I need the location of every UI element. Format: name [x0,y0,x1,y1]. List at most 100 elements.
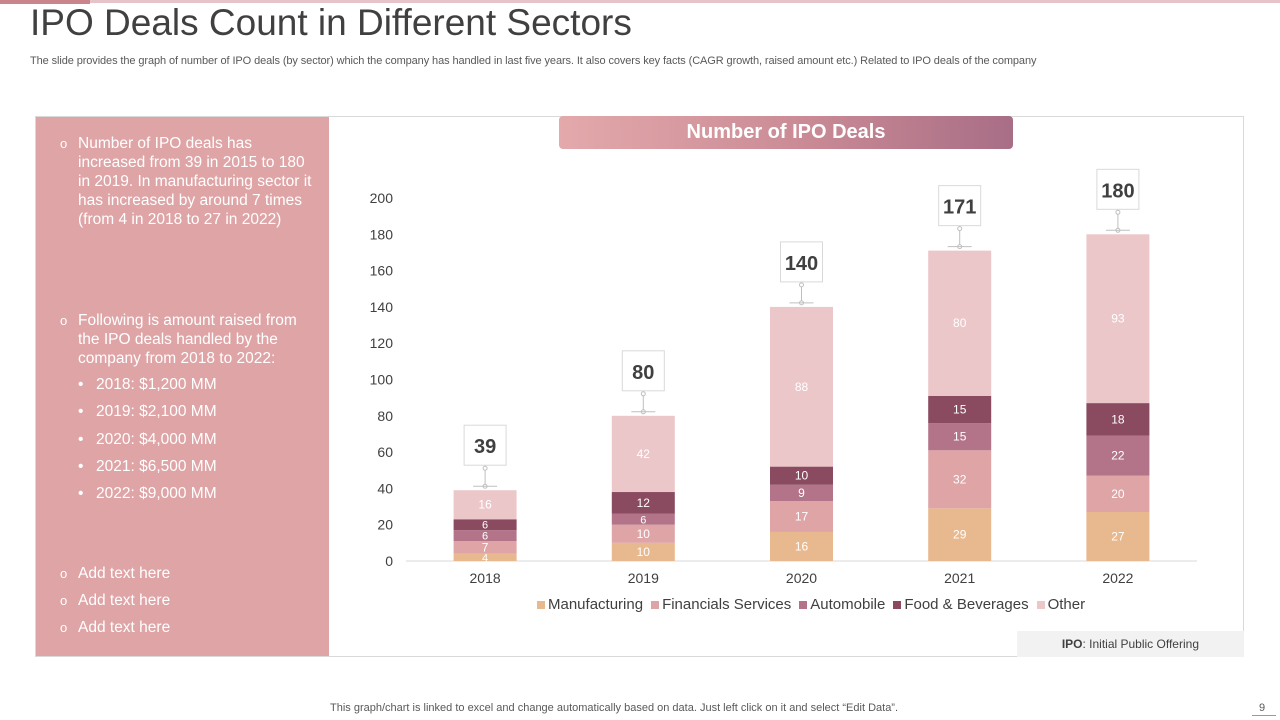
bar-segment [928,450,992,509]
legend-item: Financials Services [651,596,791,613]
data-label: 15 [953,430,967,444]
x-tick-label: 2021 [944,570,975,586]
data-label: 12 [637,496,651,510]
legend-item: Automobile [799,596,885,613]
bar-segment [770,306,833,467]
legend-swatch [537,600,545,609]
bar-segment [611,542,675,561]
bar-segment [453,519,517,531]
bar-segment [928,423,992,451]
circle-bullet-icon: o [60,136,68,151]
data-label: 27 [1111,529,1125,543]
dot-bullet-icon: • [78,376,84,393]
data-label: 9 [798,486,805,500]
data-label: 29 [953,528,967,542]
y-tick-label: 120 [370,335,394,351]
bar-segment [928,250,992,396]
bullet-deal-growth-text: Number of IPO deals has increased from 3… [78,135,312,228]
chart-legend: Manufacturing Financials Services Automobi… [537,596,1093,613]
data-label: 32 [953,472,967,486]
circle-bullet-icon: o [60,313,68,328]
bar-segment [611,415,675,493]
callout-leader-dot [640,391,646,397]
data-label: 80 [953,316,967,330]
total-label: 171 [943,197,976,219]
legend-label: Other [1047,596,1086,613]
circle-bullet-icon: o [60,566,68,581]
circle-bullet-icon: o [60,620,68,635]
legend-item: Other [1036,596,1086,613]
dot-bullet-icon: • [78,431,84,448]
legend-label: Manufacturing [548,596,644,613]
dot-bullet-icon: • [78,403,84,420]
total-label: 39 [474,436,496,458]
y-tick-label: 40 [377,480,393,496]
legend-item: Food & Beverages [893,596,1029,613]
data-label: 18 [1111,412,1125,426]
data-label: 6 [640,514,646,526]
total-label: 80 [632,362,654,384]
data-label: 17 [795,510,809,524]
data-label: 16 [795,539,809,553]
total-callout-box [1096,168,1140,210]
total-callout-box [780,241,823,283]
x-tick-label: 2019 [628,570,659,586]
callout-leader-dot [482,465,488,471]
callout-leader-dot [1115,209,1121,215]
data-label: 7 [482,540,489,554]
data-label: 4 [482,552,488,564]
bar-segment [1086,511,1150,561]
data-label: 10 [637,545,651,559]
data-label: 10 [795,469,809,483]
legend-label: Financials Services [662,596,792,613]
data-label: 20 [1111,487,1125,501]
y-tick-label: 140 [370,299,394,315]
top-accent-bar [0,0,90,4]
page-number-underline [1252,715,1276,716]
data-label: 6 [482,520,488,532]
bar-segment [770,531,833,561]
total-label: 140 [785,253,818,275]
circle-bullet-icon: o [60,593,68,608]
total-callout-box [938,185,982,227]
bar-segment [1086,475,1150,512]
bar-segment [1086,234,1150,404]
legend-swatch [799,600,808,609]
total-label: 180 [1101,180,1134,202]
data-label: 93 [1111,312,1125,326]
page-title: IPO Deals Count in Different Sectors [30,2,632,43]
x-tick-label: 2020 [786,570,817,586]
abbreviation-term: IPO [1061,637,1083,651]
y-tick-label: 0 [385,553,393,569]
y-tick-label: 160 [370,263,394,279]
bullet-amount-raised-text: Following is amount raised from the IPO … [78,312,297,367]
bar-segment [928,508,992,561]
data-label: 16 [478,498,492,512]
abbreviation-definition: : Initial Public Offering [1082,637,1199,651]
abbreviation-note: IPO: Initial Public Offering [1017,631,1244,657]
dot-bullet-icon: • [78,458,84,475]
bar-segment [453,530,517,542]
legend-swatch [893,600,902,609]
data-label: 88 [795,380,809,394]
dot-bullet-icon: • [78,485,84,502]
bar-segment [611,492,675,514]
data-label: 6 [482,531,488,543]
total-callout-box [463,424,507,466]
y-tick-label: 180 [370,226,394,242]
top-border-line [0,0,1280,3]
legend-label: Food & Beverages [904,596,1029,613]
bar-segment [1086,435,1150,476]
callout-leader-dot [799,282,804,288]
page-number: 9 [1259,702,1266,714]
y-tick-label: 80 [377,408,393,424]
bar-segment [611,524,675,543]
legend-swatch [1036,600,1045,609]
x-tick-label: 2022 [1102,570,1133,586]
chart-title: Number of IPO Deals [559,116,1013,149]
data-label: 15 [953,402,967,416]
total-callout-box [621,350,665,392]
callout-leader-dot [957,226,963,232]
data-label: 22 [1111,449,1125,463]
